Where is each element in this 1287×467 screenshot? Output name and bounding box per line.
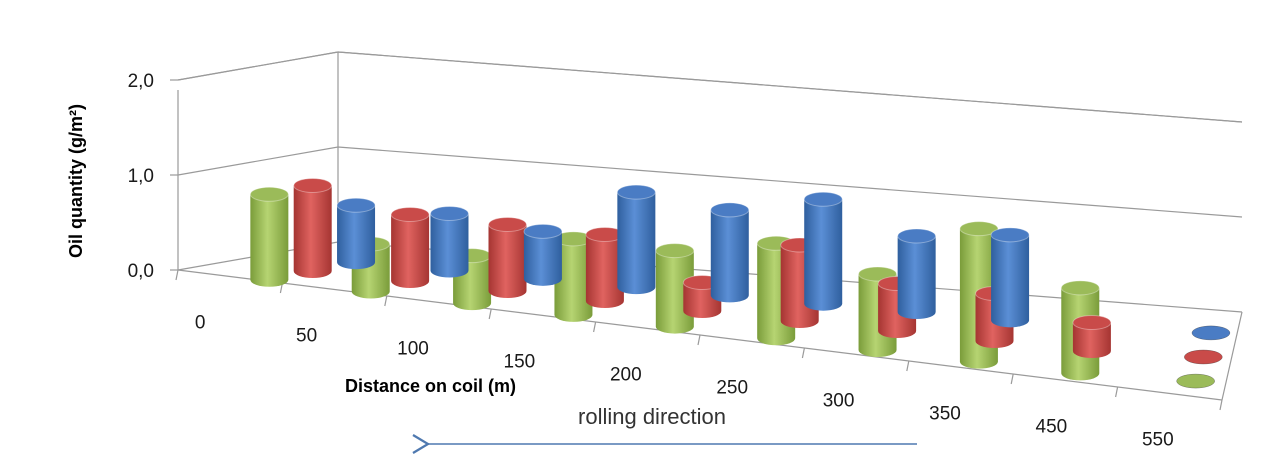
bar-top xyxy=(710,202,750,218)
x-tick-label: 200 xyxy=(610,365,642,386)
x-tick-label: 100 xyxy=(397,339,429,360)
bar-top xyxy=(249,186,289,202)
bar-top xyxy=(429,206,469,222)
bar xyxy=(897,228,937,320)
bar-top xyxy=(616,184,656,200)
x-tick-mark xyxy=(1115,386,1119,398)
x-axis-ticks: 0 50 100 150 200 250 300 350 450 550 xyxy=(175,269,1223,451)
bar xyxy=(710,202,750,303)
bar-body xyxy=(293,185,332,278)
bar xyxy=(585,227,625,309)
bars xyxy=(249,178,1231,389)
y-tick-label: 2,0 xyxy=(128,71,154,92)
x-tick-mark xyxy=(801,347,805,359)
bar-top xyxy=(803,191,843,207)
bar-top xyxy=(336,197,376,213)
x-tick-mark xyxy=(384,295,388,307)
x-tick-label: 550 xyxy=(1142,430,1174,451)
x-tick-label: 350 xyxy=(929,404,961,425)
bar-top xyxy=(488,217,527,232)
bar-body xyxy=(585,234,624,309)
y-tick-label: 0,0 xyxy=(128,261,154,282)
x-tick-mark xyxy=(593,321,597,333)
bar-body xyxy=(250,194,289,287)
bar-top xyxy=(523,223,563,239)
bar-top xyxy=(1072,315,1112,330)
bar-top xyxy=(858,266,898,282)
bar xyxy=(990,227,1030,328)
bar xyxy=(293,178,333,278)
bar-body xyxy=(430,213,469,278)
y-tick-label: 1,0 xyxy=(128,166,154,187)
x-tick-label: 50 xyxy=(296,326,317,347)
bar xyxy=(249,186,289,287)
bar-body xyxy=(897,236,936,320)
bar-top xyxy=(1060,280,1100,296)
x-tick-label: 250 xyxy=(716,378,748,399)
bar-top xyxy=(390,207,430,222)
bar-top xyxy=(655,243,695,259)
bar xyxy=(1072,315,1112,359)
bar-top xyxy=(293,178,333,193)
x-axis-title: Distance on coil (m) xyxy=(345,376,516,396)
gridline xyxy=(177,146,1243,218)
bar xyxy=(390,207,430,289)
x-tick-mark xyxy=(906,360,910,372)
bar-body xyxy=(337,205,376,270)
bar-body xyxy=(1072,322,1111,359)
bar xyxy=(616,184,656,295)
bar xyxy=(803,191,843,311)
x-tick-label: 450 xyxy=(1036,417,1068,438)
bar-body xyxy=(804,199,843,311)
bar xyxy=(336,197,376,270)
series-marker xyxy=(1191,325,1231,341)
bar xyxy=(523,223,563,286)
bar-body xyxy=(617,192,656,295)
series-marker xyxy=(1184,349,1223,365)
x-tick-mark xyxy=(1010,373,1014,385)
x-tick-label: 150 xyxy=(504,352,536,373)
floor-right-edge xyxy=(1221,311,1243,401)
bar-body xyxy=(488,224,527,298)
bar xyxy=(553,231,593,322)
x-tick-label: 300 xyxy=(823,391,855,412)
x-tick-mark xyxy=(488,308,492,320)
bar-top xyxy=(990,227,1030,243)
bar-body xyxy=(554,238,593,322)
bar xyxy=(488,217,527,298)
bar-body xyxy=(391,214,430,289)
bar-body xyxy=(710,209,749,303)
bar-body xyxy=(523,231,562,286)
y-axis-title: Oil quantity (g/m²) xyxy=(66,104,86,258)
x-tick-mark xyxy=(697,334,701,346)
x-tick-label: 0 xyxy=(195,313,206,334)
bar-top xyxy=(959,221,999,237)
gridline xyxy=(177,51,1243,123)
bar xyxy=(429,206,469,278)
bar-top xyxy=(897,228,937,244)
x-tick-mark xyxy=(1219,399,1223,411)
bar-body xyxy=(991,234,1030,328)
series-marker xyxy=(1176,373,1215,389)
rolling-direction-label: rolling direction xyxy=(578,404,726,429)
x-tick-mark xyxy=(175,269,179,281)
y-axis-ticks: 0,0 1,0 2,0 xyxy=(128,71,178,282)
